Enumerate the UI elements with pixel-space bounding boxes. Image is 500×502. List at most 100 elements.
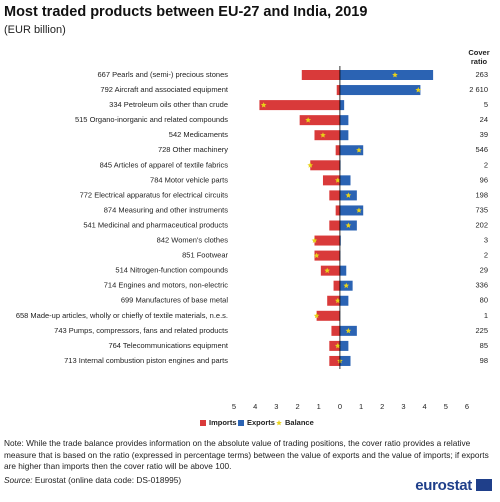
bar [339, 85, 421, 96]
category-label: 874 Measuring and other instruments [104, 205, 228, 214]
logo: eurostat [415, 477, 472, 494]
balance-marker [320, 132, 326, 138]
bar [327, 295, 340, 306]
bar [335, 205, 340, 216]
bar [339, 100, 345, 111]
source: Source: Eurostat (online data code: DS-0… [4, 475, 181, 485]
x-tick-label: 3 [401, 402, 405, 411]
category-label: 764 Telecommunications equipment [108, 341, 228, 350]
logo-flag [476, 479, 492, 491]
category-label: 842 Women's clothes [157, 236, 229, 245]
bar [333, 280, 340, 291]
balance-marker [334, 297, 341, 304]
category-label: 845 Articles of apparel of textile fabri… [100, 160, 229, 169]
legend-swatch [200, 420, 206, 426]
category-label: 784 Motor vehicle parts [150, 175, 228, 184]
bar [299, 115, 340, 126]
bar [310, 160, 340, 171]
x-tick-label: 6 [465, 402, 469, 411]
category-label: 658 Made-up articles, wholly or chiefly … [16, 311, 228, 320]
category-label: 772 Electrical apparatus for electrical … [80, 190, 229, 199]
x-tick-label: 2 [295, 402, 299, 411]
category-label: 699 Manufactures of base metal [121, 296, 228, 305]
balance-marker [343, 282, 350, 289]
cover-ratio: 1 [484, 311, 488, 320]
balance-marker [324, 267, 331, 274]
bar [329, 190, 340, 201]
cover-ratio: 98 [480, 356, 488, 365]
cover-ratio: 263 [475, 70, 488, 79]
bar [329, 355, 340, 366]
bar [339, 265, 347, 276]
bar [314, 235, 340, 246]
x-tick-label: 2 [380, 402, 384, 411]
cover-ratio: 225 [475, 326, 488, 335]
balance-marker [313, 312, 320, 319]
x-tick-label: 4 [253, 402, 257, 411]
category-label: 667 Pearls and (semi-) precious stones [98, 70, 229, 79]
bar [339, 145, 364, 156]
cover-ratio: 3 [484, 236, 488, 245]
balance-marker [311, 237, 318, 243]
balance-marker [307, 162, 314, 168]
cover-ratio: 202 [475, 220, 488, 229]
chart-title: Most traded products between EU-27 and I… [4, 4, 368, 20]
bar [335, 145, 340, 156]
legend-label: Imports [209, 418, 237, 427]
cover-ratio: 336 [475, 281, 488, 290]
bar [339, 235, 341, 246]
source-text: Eurostat (online data code: DS-018995) [34, 475, 182, 485]
category-label: 515 Organo-inorganic and related compoun… [75, 115, 228, 124]
x-tick-label: 1 [317, 402, 321, 411]
cover-ratio: 5 [484, 100, 488, 109]
balance-marker [392, 72, 398, 78]
cover-ratio: 735 [475, 205, 488, 214]
bar [339, 130, 349, 141]
source-label: Source: [4, 475, 33, 485]
balance-marker [356, 147, 362, 153]
bar [316, 310, 340, 321]
category-label: 743 Pumps, compressors, fans and related… [54, 326, 228, 335]
category-label: 792 Aircraft and associated equipment [100, 85, 228, 94]
category-label: 728 Other machinery [158, 145, 228, 154]
cover-ratio: 24 [480, 115, 488, 124]
category-label: 714 Engines and motors, non-electric [104, 281, 228, 290]
cover-ratio: 85 [480, 341, 488, 350]
x-tick-label: 1 [359, 402, 363, 411]
bar [314, 130, 340, 141]
bar [339, 355, 351, 366]
bar [331, 325, 340, 336]
bar [339, 115, 349, 126]
balance-marker [415, 87, 422, 93]
category-label: 542 Medicaments [169, 130, 228, 139]
balance-marker [260, 102, 267, 108]
cover-ratio: 29 [480, 266, 488, 275]
category-label: 851 Footwear [182, 251, 228, 260]
bar [329, 340, 340, 351]
legend-swatch [238, 420, 244, 426]
bar [329, 220, 340, 231]
chart-subtitle: (EUR billion) [4, 24, 66, 36]
balance-marker [345, 327, 352, 334]
bar [320, 265, 340, 276]
balance-marker [334, 177, 341, 183]
note: Note: While the trade balance provides i… [4, 438, 489, 471]
balance-marker [356, 207, 362, 213]
balance-marker [313, 252, 320, 259]
x-tick-label: 5 [444, 402, 448, 411]
bar [314, 250, 340, 261]
bar [301, 70, 340, 80]
chart: 5 4 3 2 1 0 1 2 3 4 5 6 667 Pearls and (semi-) preci… [16, 66, 488, 427]
x-tick-label: 3 [274, 402, 278, 411]
cover-ratio: 39 [480, 130, 488, 139]
category-label: 713 Internal combustion piston engines a… [64, 356, 228, 365]
category-label: 514 Nitrogen-function compounds [115, 266, 228, 275]
bar [339, 175, 351, 186]
bar [259, 100, 340, 111]
balance-marker [345, 192, 352, 198]
bar [322, 175, 340, 186]
category-label: 541 Medicinal and pharmaceutical product… [83, 220, 228, 229]
bar [339, 295, 349, 306]
balance-marker [305, 117, 311, 123]
